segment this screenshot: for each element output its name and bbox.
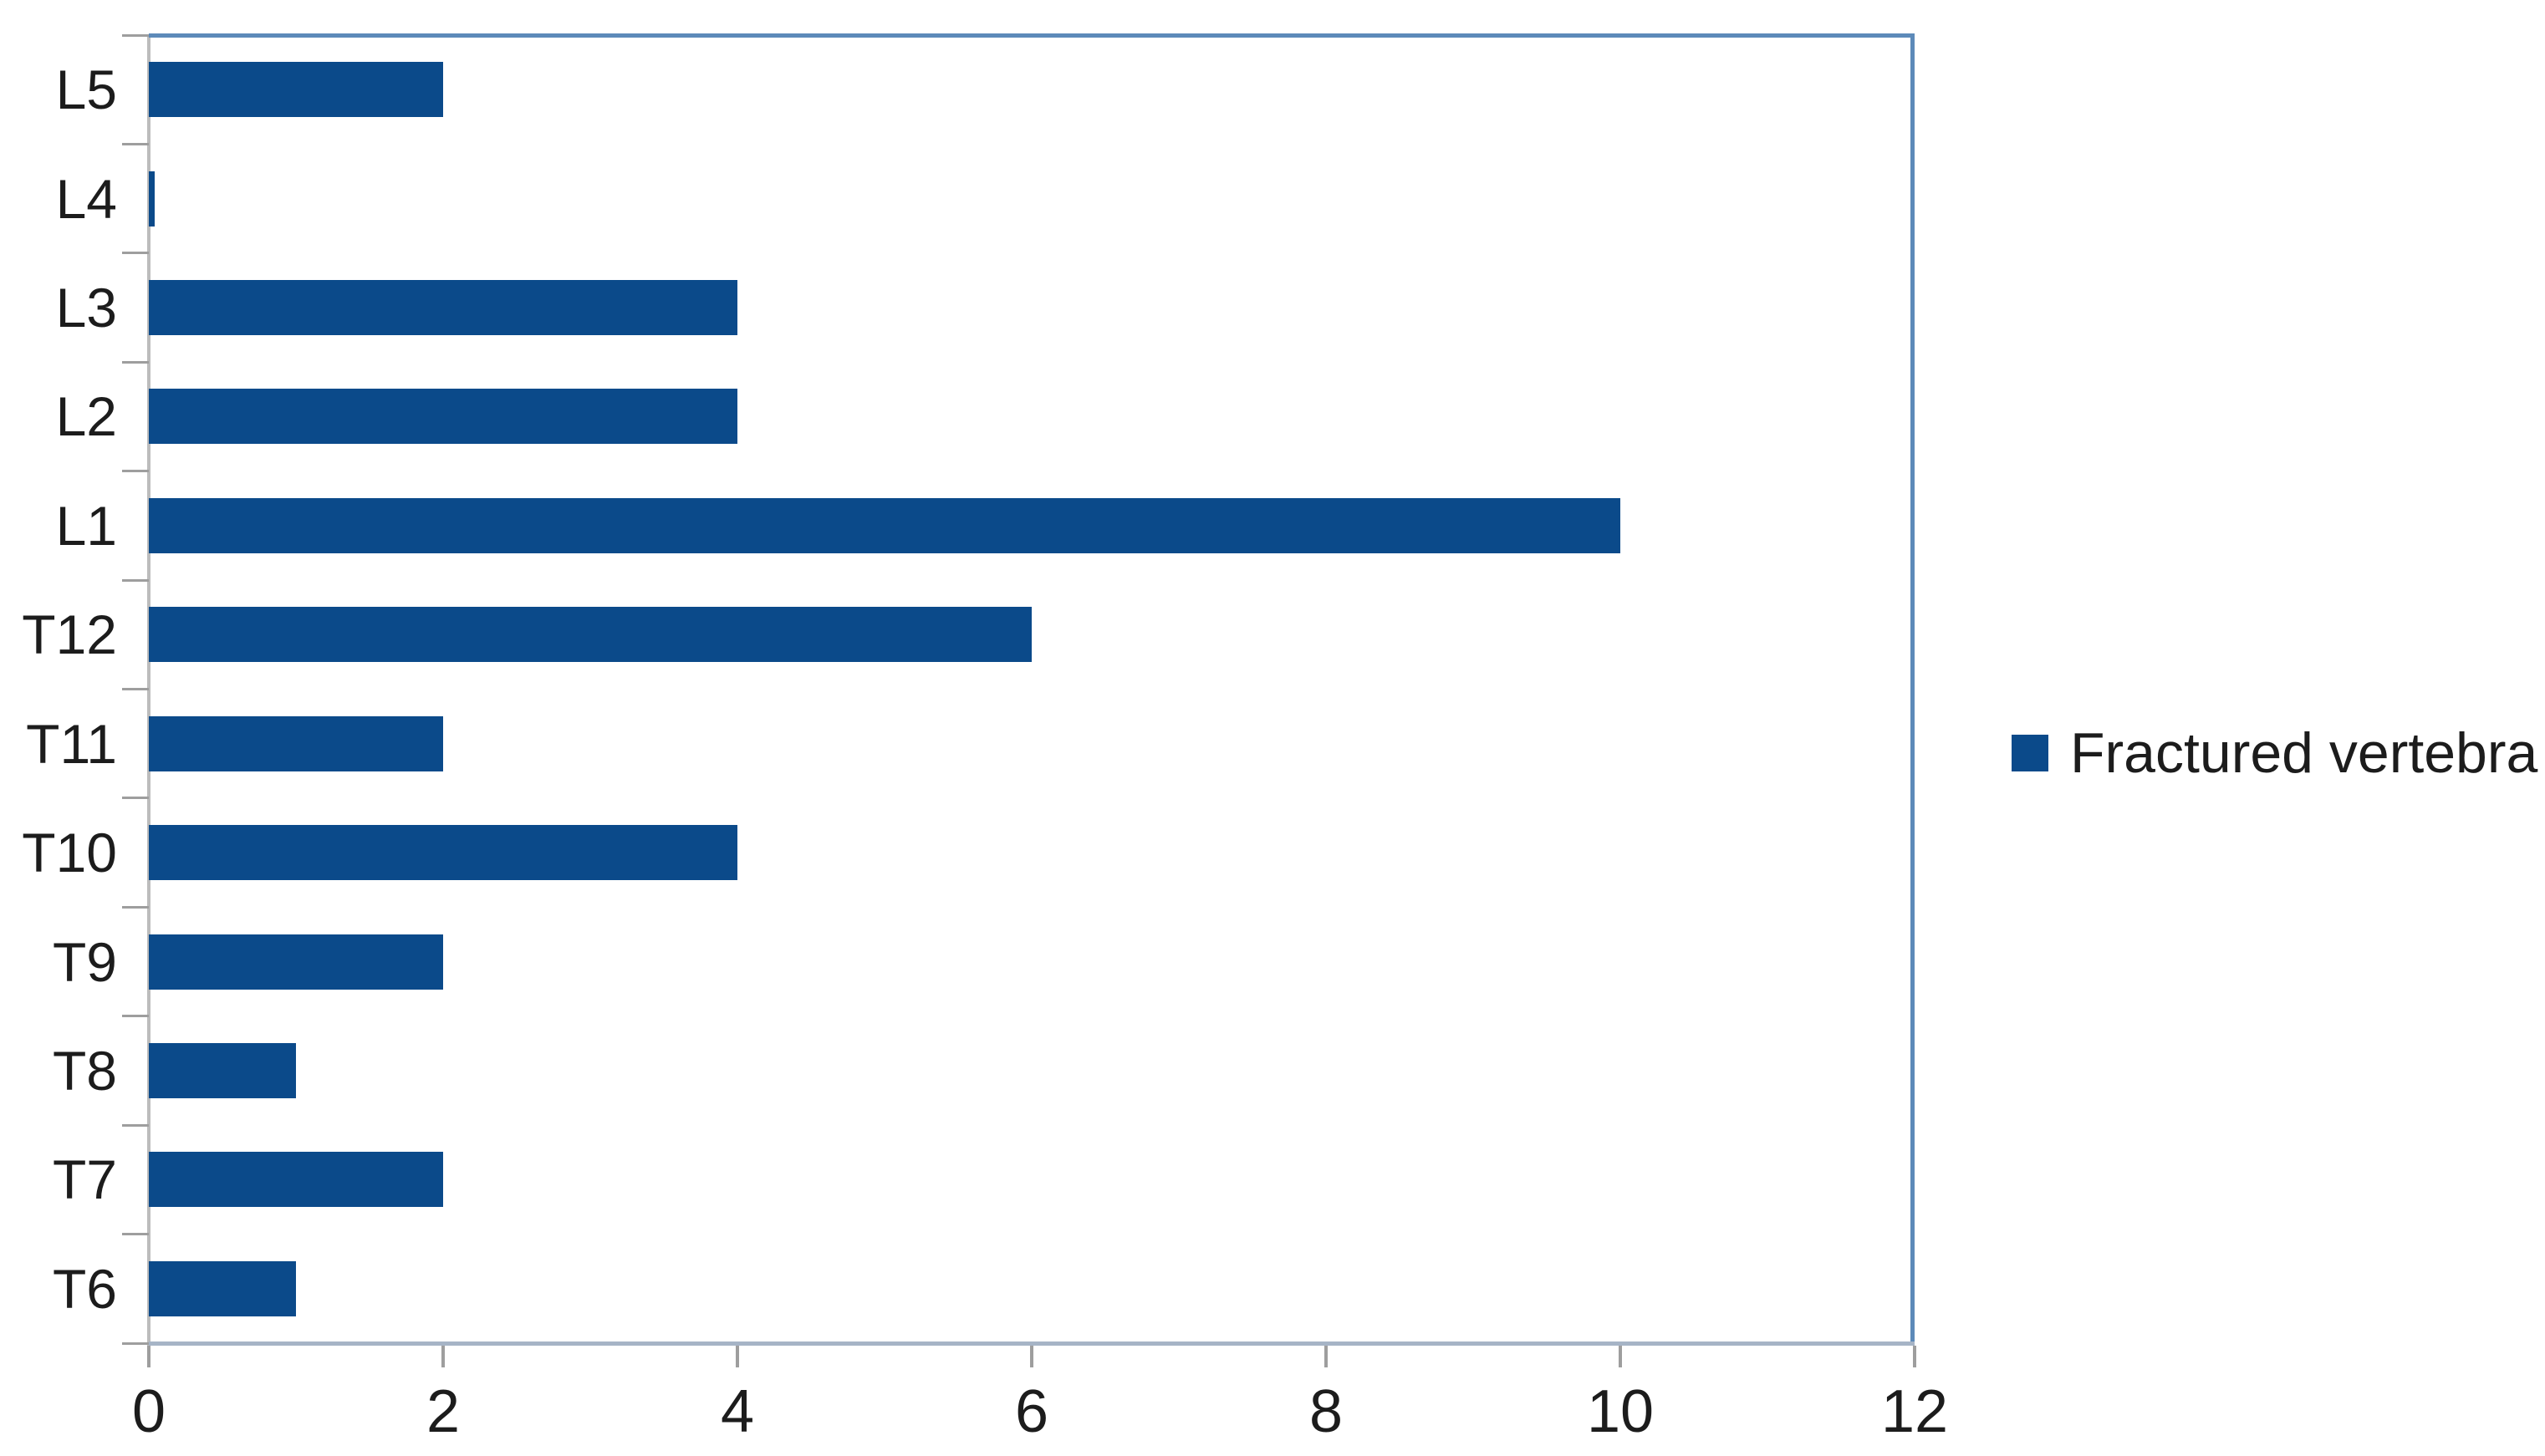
x-tick-label: 0: [131, 1378, 166, 1445]
y-axis-tick: [122, 905, 149, 909]
y-axis-tick: [122, 142, 149, 145]
y-axis-tick: [122, 688, 149, 690]
category-label: T6: [52, 1257, 117, 1320]
category-label: L3: [55, 277, 117, 339]
bar: [149, 62, 443, 118]
y-axis-tick: [122, 1015, 149, 1018]
y-axis-tick: [122, 33, 149, 37]
y-axis-tick: [122, 1123, 149, 1127]
x-axis-tick: [736, 1346, 739, 1367]
bar: [149, 607, 1032, 663]
x-axis-line: [149, 1341, 1915, 1346]
y-axis-tick: [122, 1341, 149, 1345]
category-label: L4: [55, 167, 117, 230]
x-axis-tick: [1324, 1346, 1328, 1367]
category-label: T9: [52, 930, 117, 993]
x-tick-label: 10: [1586, 1378, 1655, 1445]
x-axis-tick: [1913, 1346, 1916, 1367]
x-tick-label: 12: [1880, 1378, 1949, 1445]
x-axis-tick: [1030, 1346, 1033, 1367]
bar: [149, 825, 737, 881]
bar: [149, 171, 155, 227]
y-axis-tick: [122, 578, 149, 582]
bar: [149, 1260, 296, 1316]
y-axis-tick: [122, 797, 149, 800]
category-label: L1: [55, 494, 117, 557]
bar: [149, 715, 443, 771]
bar: [149, 389, 737, 445]
bar: [149, 1042, 296, 1098]
legend-label: Fractured vertebra: [2070, 721, 2538, 785]
category-label: L5: [55, 59, 117, 121]
y-axis-line: [147, 35, 150, 1367]
y-axis-tick: [122, 1233, 149, 1236]
x-tick-label: 2: [426, 1378, 461, 1445]
x-axis-tick: [441, 1346, 445, 1367]
bar: [149, 934, 443, 990]
bar: [149, 280, 737, 336]
y-axis-tick: [122, 470, 149, 473]
y-axis-tick: [122, 360, 149, 364]
legend: Fractured vertebra: [2012, 720, 2537, 786]
x-tick-label: 4: [720, 1378, 755, 1445]
x-axis-tick: [147, 1346, 150, 1367]
category-label: T12: [22, 603, 117, 666]
category-label: T7: [52, 1148, 117, 1211]
x-tick-label: 8: [1308, 1378, 1344, 1445]
category-label: L2: [55, 385, 117, 448]
category-label: T11: [26, 712, 117, 775]
bar: [149, 497, 1620, 553]
bar: [149, 1152, 443, 1208]
plot-frame: [149, 33, 1915, 1346]
category-label: T8: [52, 1039, 117, 1102]
x-tick-label: 6: [1014, 1378, 1049, 1445]
category-label: T10: [22, 822, 117, 884]
legend-swatch: [2012, 735, 2048, 771]
x-axis-tick: [1619, 1346, 1622, 1367]
y-axis-tick: [122, 252, 149, 255]
